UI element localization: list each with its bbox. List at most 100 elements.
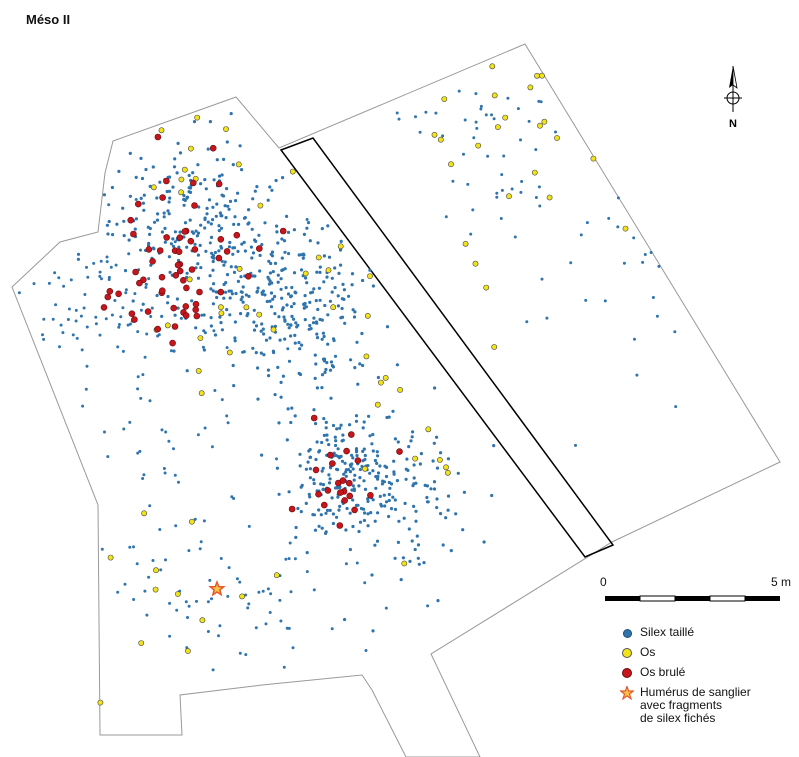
silex-point [324, 511, 328, 515]
silex-point [247, 294, 251, 299]
silex-point [312, 287, 316, 291]
silex-point [160, 230, 164, 234]
silex-point [128, 545, 132, 549]
silex-point [338, 426, 342, 430]
silex-point [168, 196, 172, 200]
silex-point [513, 235, 517, 239]
silex-point [308, 323, 312, 328]
silex-point [300, 343, 304, 347]
silex-point [100, 277, 104, 281]
silex-point [215, 158, 219, 162]
silex-point [212, 178, 216, 182]
os-brule-point [324, 487, 332, 494]
silex-point [276, 241, 280, 245]
silex-point [105, 255, 109, 259]
silex-point [316, 307, 320, 312]
silex-point [273, 393, 277, 397]
silex-point [175, 608, 179, 612]
silex-point [276, 273, 280, 277]
silex-point [313, 528, 318, 532]
silex-point [348, 547, 353, 552]
silex-point [134, 217, 138, 221]
silex-point [339, 423, 343, 427]
silex-point [274, 178, 278, 183]
silex-point [341, 433, 345, 437]
silex-point [217, 174, 222, 178]
silex-point [139, 156, 143, 160]
silex-point [363, 457, 367, 462]
silex-point [211, 289, 215, 293]
silex-point [42, 337, 46, 341]
os-point [178, 189, 184, 196]
os-brule-point [367, 491, 374, 499]
silex-point [202, 348, 206, 352]
os-brule-point [136, 279, 143, 287]
os-point [97, 699, 104, 706]
silex-point [250, 227, 254, 231]
silex-point [212, 282, 216, 286]
os-brule-point [128, 310, 136, 318]
silex-point [449, 548, 453, 553]
silex-point [336, 304, 341, 308]
silex-point [141, 476, 145, 480]
silex-point [388, 486, 392, 490]
os-brule-point [320, 501, 328, 509]
silex-point [330, 290, 334, 294]
silex-point [348, 511, 352, 515]
silex-point [309, 327, 313, 331]
silex-point [376, 511, 380, 515]
silex-point [207, 198, 212, 202]
os-brule-point [351, 506, 358, 514]
silex-point [213, 333, 218, 337]
silex-point [329, 396, 333, 400]
silex-point [162, 211, 166, 215]
silex-point [150, 306, 154, 310]
silex-point [317, 524, 321, 528]
silex-point [127, 252, 131, 256]
os-point [443, 464, 449, 471]
os-point [590, 155, 597, 162]
os-point [401, 560, 408, 567]
silex-point [492, 117, 496, 121]
silex-point [175, 171, 179, 175]
silex-point [266, 198, 270, 202]
silex-point [408, 559, 412, 564]
silex-point [225, 308, 229, 312]
silex-point [210, 251, 214, 255]
os-point [178, 176, 185, 183]
silex-point [208, 274, 212, 278]
silex-point [280, 296, 284, 300]
silex-point [335, 427, 339, 431]
silex-point [302, 303, 306, 307]
silex-point [474, 120, 478, 124]
silex-point [205, 212, 209, 216]
silex-point [312, 478, 316, 482]
silex-point [159, 568, 163, 572]
silex-point [268, 610, 272, 614]
silex-point [330, 496, 334, 500]
silex-point [285, 626, 289, 630]
os-point [226, 349, 233, 356]
silex-point [167, 439, 171, 443]
silex-point [232, 222, 236, 226]
os-brule-point [172, 271, 180, 279]
silex-point [534, 148, 538, 152]
silex-point [569, 261, 573, 265]
silex-point [471, 208, 475, 212]
silex-point [124, 288, 128, 292]
silex-point [208, 119, 212, 124]
silex-point [241, 285, 245, 289]
silex-point [17, 291, 21, 295]
silex-point [173, 157, 177, 161]
silex-point [59, 323, 63, 327]
silex-point [206, 147, 210, 151]
silex-point [439, 511, 443, 516]
silex-point [166, 301, 170, 305]
silex-point [267, 374, 271, 378]
silex-point [340, 306, 344, 311]
os-brule-point [176, 234, 184, 241]
os-brule-points [100, 133, 403, 529]
os-point [107, 554, 114, 561]
silex-point [368, 471, 372, 475]
